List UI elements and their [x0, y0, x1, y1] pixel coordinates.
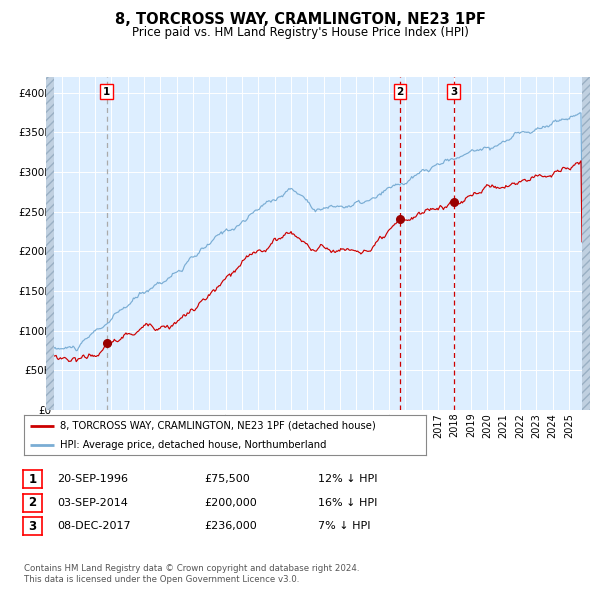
Text: 12% ↓ HPI: 12% ↓ HPI [318, 474, 377, 484]
Text: 16% ↓ HPI: 16% ↓ HPI [318, 498, 377, 507]
Text: 8, TORCROSS WAY, CRAMLINGTON, NE23 1PF (detached house): 8, TORCROSS WAY, CRAMLINGTON, NE23 1PF (… [60, 421, 376, 431]
Text: This data is licensed under the Open Government Licence v3.0.: This data is licensed under the Open Gov… [24, 575, 299, 584]
Text: £236,000: £236,000 [204, 522, 257, 531]
Text: 1: 1 [28, 473, 37, 486]
Text: 1: 1 [103, 87, 110, 97]
Text: 8, TORCROSS WAY, CRAMLINGTON, NE23 1PF: 8, TORCROSS WAY, CRAMLINGTON, NE23 1PF [115, 12, 485, 27]
Text: 3: 3 [28, 520, 37, 533]
Text: 3: 3 [450, 87, 457, 97]
Text: 20-SEP-1996: 20-SEP-1996 [57, 474, 128, 484]
Text: HPI: Average price, detached house, Northumberland: HPI: Average price, detached house, Nort… [60, 440, 326, 450]
Text: 03-SEP-2014: 03-SEP-2014 [57, 498, 128, 507]
Text: Price paid vs. HM Land Registry's House Price Index (HPI): Price paid vs. HM Land Registry's House … [131, 26, 469, 39]
Text: £75,500: £75,500 [204, 474, 250, 484]
Text: Contains HM Land Registry data © Crown copyright and database right 2024.: Contains HM Land Registry data © Crown c… [24, 565, 359, 573]
Text: 08-DEC-2017: 08-DEC-2017 [57, 522, 131, 531]
Text: 2: 2 [397, 87, 404, 97]
Text: 2: 2 [28, 496, 37, 509]
Text: £200,000: £200,000 [204, 498, 257, 507]
Text: 7% ↓ HPI: 7% ↓ HPI [318, 522, 371, 531]
